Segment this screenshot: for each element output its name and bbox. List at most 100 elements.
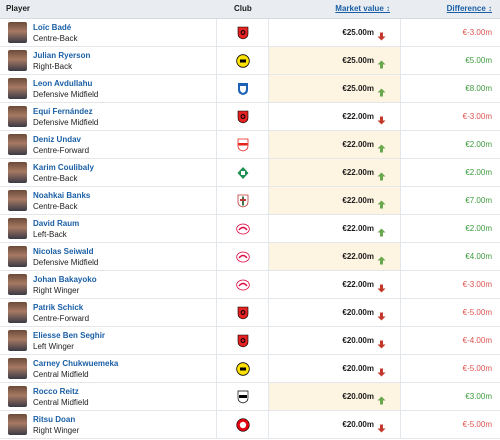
player-photo[interactable] — [8, 162, 27, 183]
column-divider — [400, 411, 401, 438]
player-photo[interactable] — [8, 218, 27, 239]
player-name-link[interactable]: Noahkai Banks — [33, 191, 91, 200]
market-value: €20.00m — [342, 364, 374, 373]
player-name-link[interactable]: Eliesse Ben Seghir — [33, 331, 106, 340]
player-photo[interactable] — [8, 274, 27, 295]
player-photo[interactable] — [8, 190, 27, 211]
player-position: Central Midfield — [33, 398, 89, 407]
player-photo[interactable] — [8, 50, 27, 71]
market-value-cell — [268, 75, 400, 102]
player-name-link[interactable]: Loïc Badé — [33, 23, 72, 32]
player-photo[interactable] — [8, 358, 27, 379]
table-row: Loïc Badé Centre-Back €25.00m €-3.00m — [0, 19, 500, 47]
column-divider — [400, 19, 401, 46]
bremen-crest-icon[interactable] — [236, 166, 250, 180]
player-photo[interactable] — [8, 302, 27, 323]
frankfurt-crest-icon[interactable] — [236, 418, 250, 432]
player-name-link[interactable]: Patrik Schick — [33, 303, 84, 312]
player-photo[interactable] — [8, 386, 27, 407]
leverkusen-crest-icon[interactable] — [236, 110, 250, 124]
column-divider — [400, 243, 401, 270]
leipzig-crest-icon[interactable] — [236, 222, 250, 236]
column-divider — [216, 271, 217, 298]
column-header-club: Club — [234, 4, 252, 13]
player-photo[interactable] — [8, 246, 27, 267]
player-name-link[interactable]: Leon Avdullahu — [33, 79, 93, 88]
player-name-link[interactable]: Nicolas Seiwald — [33, 247, 94, 256]
column-divider — [400, 47, 401, 74]
table-header: Player Club Market value ↕ Difference ↕ — [0, 0, 500, 19]
column-divider — [216, 47, 217, 74]
player-name-link[interactable]: David Raum — [33, 219, 80, 228]
market-value: €25.00m — [342, 28, 374, 37]
player-name-link[interactable]: Karim Coulibaly — [33, 163, 94, 172]
value-difference: €-3.00m — [462, 280, 492, 289]
player-name-link[interactable]: Julian Ryerson — [33, 51, 91, 60]
market-value: €22.00m — [342, 196, 374, 205]
player-photo[interactable] — [8, 330, 27, 351]
hoffenheim-crest-icon[interactable] — [236, 82, 250, 96]
leipzig-crest-icon[interactable] — [236, 278, 250, 292]
player-photo[interactable] — [8, 414, 27, 435]
table-row: Karim Coulibaly Centre-Back €22.00m €2.0… — [0, 159, 500, 187]
player-position: Defensive Midfield — [33, 118, 99, 127]
column-divider — [216, 383, 217, 410]
value-difference: €7.00m — [465, 196, 492, 205]
sort-difference[interactable]: Difference ↕ — [446, 4, 492, 13]
market-value: €20.00m — [342, 392, 374, 401]
column-divider — [216, 131, 217, 158]
stuttgart-crest-icon[interactable] — [236, 138, 250, 152]
arrow-up-icon — [377, 252, 386, 265]
arrow-up-icon — [377, 224, 386, 237]
player-photo[interactable] — [8, 22, 27, 43]
player-name-link[interactable]: Equi Fernández — [33, 107, 93, 116]
market-value: €20.00m — [342, 308, 374, 317]
leverkusen-crest-icon[interactable] — [236, 26, 250, 40]
column-divider — [400, 355, 401, 382]
value-difference: €-3.00m — [462, 112, 492, 121]
arrow-down-icon — [377, 280, 386, 293]
arrow-down-icon — [377, 28, 386, 41]
column-divider — [268, 327, 269, 354]
player-name-link[interactable]: Johan Bakayoko — [33, 275, 97, 284]
column-divider — [400, 271, 401, 298]
leipzig-crest-icon[interactable] — [236, 250, 250, 264]
column-divider — [216, 327, 217, 354]
market-value-cell — [268, 243, 400, 270]
player-photo[interactable] — [8, 106, 27, 127]
table-row: Julian Ryerson Right-Back €25.00m €5.00m — [0, 47, 500, 75]
column-divider — [216, 159, 217, 186]
column-divider — [400, 383, 401, 410]
dortmund-crest-icon[interactable] — [236, 54, 250, 68]
player-position: Centre-Forward — [33, 314, 90, 323]
player-name-link[interactable]: Ritsu Doan — [33, 415, 76, 424]
player-photo[interactable] — [8, 134, 27, 155]
column-divider — [268, 215, 269, 242]
player-name-link[interactable]: Rocco Reitz — [33, 387, 79, 396]
column-divider — [268, 299, 269, 326]
sort-market-value[interactable]: Market value ↕ — [335, 4, 390, 13]
player-name-link[interactable]: Deniz Undav — [33, 135, 82, 144]
value-difference: €-3.00m — [462, 28, 492, 37]
player-position: Centre-Back — [33, 174, 78, 183]
value-difference: €2.00m — [465, 168, 492, 177]
table-row: Noahkai Banks Centre-Back €22.00m €7.00m — [0, 187, 500, 215]
market-value: €20.00m — [342, 336, 374, 345]
leverkusen-crest-icon[interactable] — [236, 334, 250, 348]
augsburg-crest-icon[interactable] — [236, 194, 250, 208]
market-value: €25.00m — [342, 84, 374, 93]
dortmund-crest-icon[interactable] — [236, 362, 250, 376]
table-row: Patrik Schick Centre-Forward €20.00m €-5… — [0, 299, 500, 327]
player-name-link[interactable]: Carney Chukwuemeka — [33, 359, 119, 368]
gladbach-crest-icon[interactable] — [236, 390, 250, 404]
column-divider — [400, 131, 401, 158]
player-position: Defensive Midfield — [33, 90, 99, 99]
leverkusen-crest-icon[interactable] — [236, 306, 250, 320]
player-photo[interactable] — [8, 78, 27, 99]
player-position: Right Winger — [33, 426, 80, 435]
arrow-up-icon — [377, 196, 386, 209]
column-header-player: Player — [6, 4, 31, 13]
column-divider — [268, 355, 269, 382]
arrow-up-icon — [377, 168, 386, 181]
